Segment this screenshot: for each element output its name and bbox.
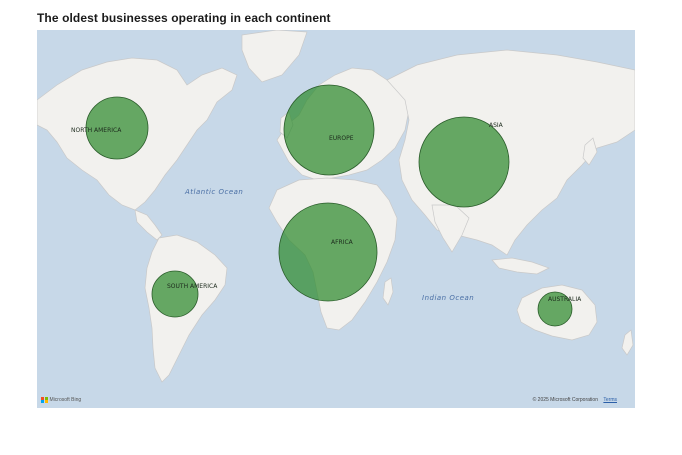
label-africa: AFRICA [331,239,354,246]
microsoft-logo-icon [41,396,48,403]
map-canvas[interactable]: Atlantic Ocean Indian Ocean NORTH AMERIC… [37,30,635,408]
land-new-zealand [621,329,634,356]
label-south-america: SOUTH AMERICA [167,283,218,290]
bubble-asia[interactable]: ASIA [418,116,510,208]
land-central-america [134,209,163,241]
bubble-africa[interactable]: AFRICA [278,202,378,302]
bubble-europe[interactable]: EUROPE [283,84,375,176]
atlantic-ocean-label: Atlantic Ocean [184,188,243,196]
bubble-south-america[interactable]: SOUTH AMERICA [151,270,218,318]
copyright-text: © 2025 Microsoft Corporation [532,397,598,403]
bubble-australia[interactable]: AUSTRALIA [537,291,582,327]
land-indonesia [491,257,550,275]
copyright-notice: © 2025 Microsoft Corporation Terms [533,397,617,403]
label-asia: ASIA [489,122,504,129]
indian-ocean-label: Indian Ocean [422,294,474,302]
land-madagascar [382,277,394,306]
bing-attribution: Microsoft Bing [41,396,82,403]
land-india [431,204,470,253]
terms-link[interactable]: Terms [603,397,617,403]
bing-label: Microsoft Bing [49,396,82,403]
label-north-america: NORTH AMERICA [71,127,122,134]
label-europe: EUROPE [329,135,354,142]
world-map[interactable]: Atlantic Ocean Indian Ocean NORTH AMERIC… [37,30,635,408]
land-japan [582,137,598,166]
land-greenland [241,30,308,83]
bubble-north-america[interactable]: NORTH AMERICA [71,96,149,160]
chart-title: The oldest businesses operating in each … [37,11,331,25]
label-australia: AUSTRALIA [548,296,582,303]
